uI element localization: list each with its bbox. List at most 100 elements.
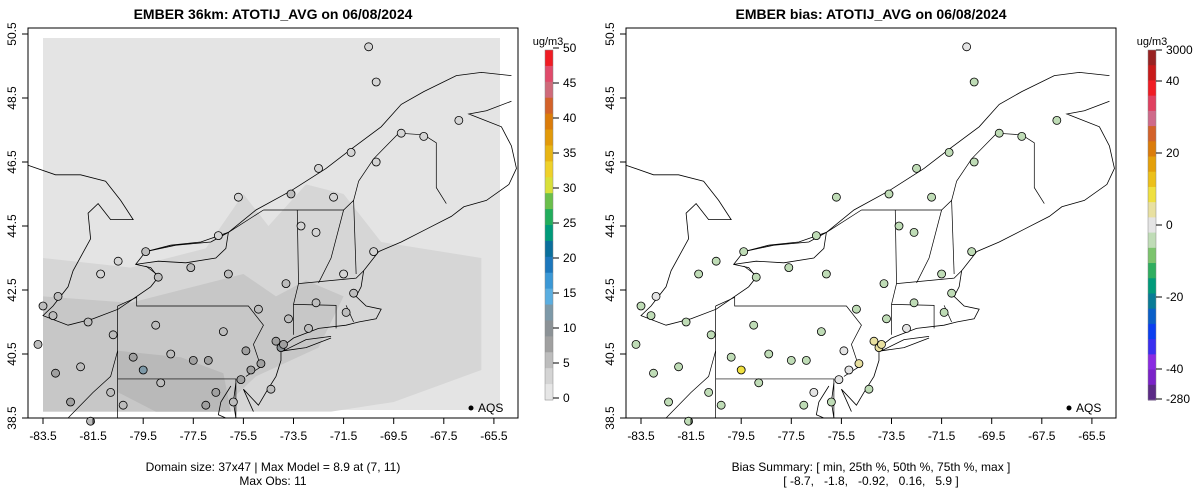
station-marker [86, 416, 95, 426]
station-marker [649, 368, 658, 378]
station-marker [631, 339, 641, 349]
station-marker [839, 346, 849, 356]
right-colorbar: 3000 40 20 0 -20 -40 -280 [1147, 43, 1193, 406]
station-marker [53, 291, 63, 301]
station-marker [809, 387, 819, 397]
station-marker [349, 288, 359, 298]
y-tick-label: 44.5 [5, 214, 19, 238]
station-marker [852, 304, 861, 314]
colorbar-swatch [545, 240, 553, 258]
station-marker [141, 247, 151, 257]
coastline [841, 100, 1115, 412]
station-marker [233, 192, 243, 202]
colorbar-swatch [1148, 156, 1156, 173]
station-marker [694, 269, 704, 279]
x-tick-label: -73.5 [280, 429, 308, 443]
station-marker [279, 339, 288, 349]
x-tick-label: -67.5 [1028, 429, 1056, 443]
colorbar-tick-label: -20 [1166, 290, 1184, 304]
colorbar-swatch [545, 304, 553, 321]
colorbar-swatch [1148, 186, 1156, 203]
colorbar-swatch [545, 50, 553, 67]
y-tick-label: 38.5 [603, 406, 617, 430]
right-legend-marker [1066, 405, 1072, 411]
station-marker [304, 323, 313, 333]
station-marker [716, 400, 726, 410]
station-marker [83, 317, 93, 327]
left-colorbar-unit: ug/m3 [533, 36, 564, 48]
colorbar-tick-label: -40 [1166, 362, 1184, 376]
state-border [353, 200, 357, 275]
station-marker [138, 365, 148, 375]
x-tick-label: -73.5 [878, 429, 906, 443]
station-marker [681, 317, 691, 327]
station-marker [1052, 116, 1062, 125]
station-marker [801, 355, 811, 365]
state-border [861, 132, 1045, 211]
station-marker [311, 227, 321, 237]
coastline [27, 71, 512, 326]
x-tick-label: -65.5 [1078, 429, 1106, 443]
state-border [826, 209, 862, 233]
station-marker [454, 116, 464, 125]
station-marker [736, 365, 746, 375]
station-marker [864, 384, 874, 394]
y-tick-label: 50.5 [5, 22, 19, 46]
colorbar-swatch [1148, 293, 1156, 310]
station-marker [106, 387, 116, 397]
colorbar-tick-label: 0 [563, 391, 570, 405]
station-marker [203, 355, 213, 365]
station-marker [811, 231, 821, 241]
station-marker [218, 327, 228, 337]
station-marker [166, 349, 176, 359]
colorbar-swatch [545, 272, 553, 290]
station-marker [927, 192, 936, 202]
station-marker [651, 291, 661, 301]
coastline [733, 231, 827, 265]
y-tick-label: 48.5 [5, 86, 19, 110]
station-marker [739, 247, 749, 257]
station-marker [364, 42, 374, 52]
x-tick-label: -79.5 [728, 429, 756, 443]
colorbar-swatch [545, 193, 553, 210]
colorbar-swatch [545, 288, 553, 306]
station-marker [664, 397, 673, 407]
colorbar-tick-label: 20 [1166, 146, 1180, 160]
right-footer-line2: [ -8.7, -1.8, -0.92, 0.16, 5.9 ] [783, 474, 958, 488]
colorbar-tick-label: 10 [563, 321, 577, 335]
station-marker [944, 147, 954, 157]
station-marker [674, 362, 683, 372]
station-marker [909, 227, 919, 237]
colorbar-frame [544, 49, 554, 401]
colorbar-tick-label: 3000 [1166, 43, 1193, 57]
station-marker [396, 128, 406, 138]
x-tick-label: -75.5 [828, 429, 856, 443]
station-marker [784, 263, 794, 273]
colorbar-swatch [1148, 323, 1156, 340]
colorbar-swatch [1148, 354, 1156, 371]
model-field-peak [118, 350, 231, 412]
state-border [896, 270, 962, 284]
x-tick-label: -81.5 [79, 429, 107, 443]
station-marker [369, 247, 379, 257]
x-tick-label: -69.5 [380, 429, 408, 443]
station-marker [816, 327, 826, 337]
station-marker [754, 378, 764, 388]
plot-area [625, 27, 1117, 419]
colorbar-swatch [545, 384, 553, 401]
colorbar-swatch [1148, 126, 1156, 142]
state-border [951, 200, 955, 275]
y-tick-label: 48.5 [603, 86, 617, 110]
colorbar-swatch [545, 113, 553, 131]
left-title: EMBER 36km: ATOTIJ_AVG on 06/08/2024 [134, 6, 413, 22]
station-marker [419, 131, 429, 141]
station-marker [256, 359, 266, 369]
station-marker [749, 320, 759, 330]
state-border [293, 304, 337, 329]
station-marker [118, 400, 128, 410]
station-marker [341, 307, 351, 317]
coastline [815, 385, 830, 419]
colorbar-tick-label: 25 [563, 216, 577, 230]
state-border [891, 304, 935, 329]
